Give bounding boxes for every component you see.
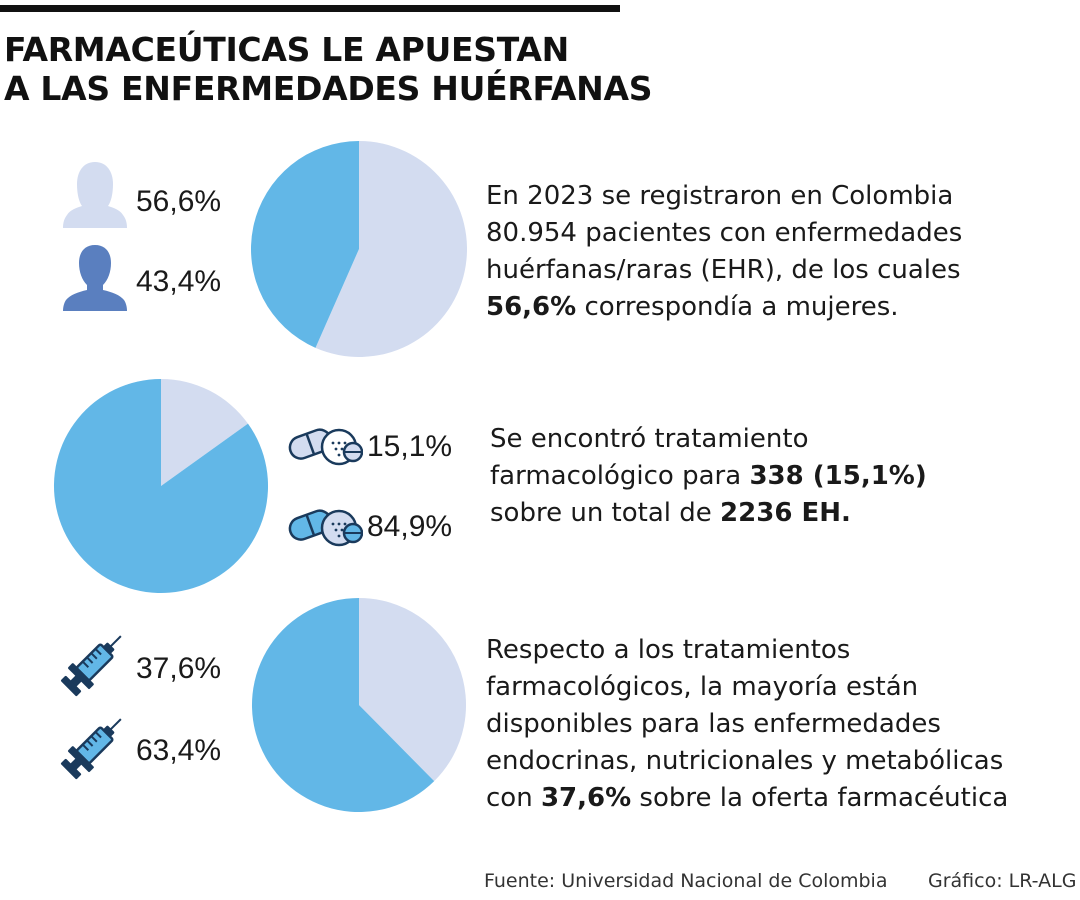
woman-silhouette-icon <box>63 162 127 228</box>
desc3-line1: Respecto a los tratamientos <box>486 635 851 665</box>
legend-value-men: 43,4% <box>136 265 222 298</box>
desc2-line2: farmacológico para <box>490 461 750 491</box>
desc3-line2: farmacológicos, la mayoría están <box>486 672 919 702</box>
desc3-line5: con <box>486 783 541 813</box>
page-title: FARMACEÚTICAS LE APUESTAN A LAS ENFERMED… <box>4 30 653 108</box>
legend-value-other: 63,4% <box>136 734 222 767</box>
footer-source: Fuente: Universidad Nacional de Colombia <box>484 870 888 892</box>
desc3-line3: disponibles para las enfermedades <box>486 709 941 739</box>
footer-credit: Gráfico: LR-ALG <box>928 870 1077 892</box>
pie-chart-treatment <box>53 378 269 594</box>
desc1-line4: correspondía a mujeres. <box>576 292 899 322</box>
man-silhouette-icon <box>63 245 127 311</box>
pie-slice-rest <box>251 597 435 813</box>
desc1-line3: huérfanas/raras (EHR), de los cuales <box>486 255 961 285</box>
desc3-highlight: 37,6% <box>540 783 632 813</box>
pie-slice-rest <box>53 378 269 594</box>
legend-value-women: 56,6% <box>136 185 222 218</box>
description-gender: En 2023 se registraron en Colombia 80.95… <box>486 178 962 326</box>
description-treatment: Se encontró tratamiento farmacológico pa… <box>490 421 927 532</box>
legend-value-endocrine: 37,6% <box>136 652 222 685</box>
pills-blue-icon <box>288 509 363 547</box>
desc2-highlight-count: 338 (15,1%) <box>749 461 927 491</box>
pie-chart-pharma-offer <box>251 597 467 813</box>
desc2-highlight-total: 2236 EH. <box>720 498 851 528</box>
desc3-line4: endocrinas, nutricionales y metabólicas <box>486 746 1004 776</box>
legend-value-without-treatment: 84,9% <box>367 510 453 543</box>
title-line-2: A LAS ENFERMEDADES HUÉRFANAS <box>4 69 653 108</box>
desc2-line1: Se encontró tratamiento <box>490 424 809 454</box>
desc3-line5-rest: sobre la oferta farmacéutica <box>631 783 1009 813</box>
desc1-line1: En 2023 se registraron en Colombia <box>486 181 954 211</box>
pie-slice-highlight <box>161 378 248 486</box>
pills-light-icon <box>288 428 363 466</box>
pie-slice-highlight <box>315 141 467 357</box>
pie-chart-gender <box>250 141 467 357</box>
legend-value-with-treatment: 15,1% <box>367 430 453 463</box>
desc2-line3: sobre un total de <box>490 498 721 528</box>
pie-slice-rest <box>250 141 359 348</box>
description-pharma-offer: Respecto a los tratamientos farmacológic… <box>486 632 1008 817</box>
syringe-icon <box>60 635 122 697</box>
syringe-icon <box>60 718 122 780</box>
header-rule <box>0 5 620 12</box>
desc1-line2: 80.954 pacientes con enfermedades <box>486 218 963 248</box>
title-line-1: FARMACEÚTICAS LE APUESTAN <box>4 30 569 69</box>
desc1-highlight: 56,6% <box>486 292 577 322</box>
pie-slice-highlight <box>359 597 467 782</box>
